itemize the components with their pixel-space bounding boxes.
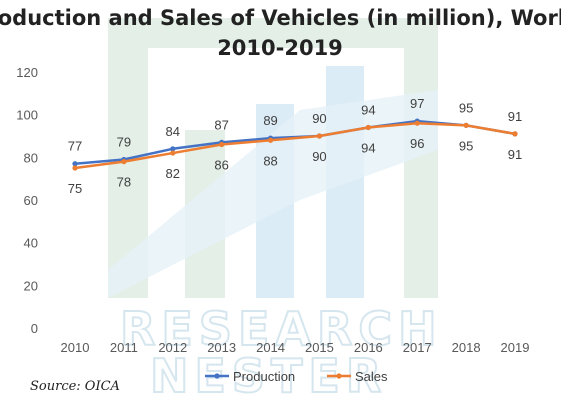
y-tick-label: 20 (24, 278, 38, 293)
data-point-sales (365, 124, 371, 131)
data-label-sales: 78 (117, 175, 131, 190)
legend: Production Sales (205, 369, 388, 384)
x-tick-label: 2013 (207, 340, 236, 355)
data-label-production: 95 (459, 100, 473, 115)
series-line-sales (74, 121, 516, 170)
data-label-sales: 91 (508, 147, 522, 162)
data-point-sales (414, 120, 420, 126)
y-tick-label: 40 (24, 236, 38, 251)
legend-marker-production (214, 373, 220, 379)
data-point-sales (72, 165, 78, 171)
y-tick-label: 60 (24, 193, 38, 208)
data-point-sales (267, 137, 274, 143)
y-tick-label: 120 (16, 65, 38, 80)
data-point-sales (170, 150, 176, 156)
data-label-sales: 75 (68, 181, 82, 196)
chart-title-line1: Production and Sales of Vehicles (in mil… (0, 6, 561, 30)
x-axis: 2010 2011 2012 2013 2014 2015 2016 2017 2018 2019 (61, 340, 530, 355)
data-label-sales: 94 (361, 140, 375, 155)
data-labels: 77 79 84 87 89 90 94 97 95 91 75 78 82 86 88 90 94 96 95 91 (68, 96, 522, 196)
data-label-sales: 86 (214, 158, 228, 173)
data-label-sales: 96 (410, 136, 424, 151)
legend-label-sales: Sales (355, 369, 388, 384)
x-tick-label: 2018 (452, 340, 481, 355)
y-tick-label: 80 (24, 150, 38, 165)
data-label-production: 97 (410, 96, 424, 111)
watermark-text-research: RESEARCH (120, 302, 443, 356)
data-label-production: 79 (117, 134, 131, 149)
data-label-production: 90 (312, 111, 326, 126)
data-label-production: 87 (214, 117, 228, 132)
x-tick-label: 2016 (354, 340, 383, 355)
data-point-production (72, 161, 78, 167)
series-group (72, 118, 518, 171)
data-label-production: 84 (166, 124, 180, 139)
data-label-sales: 88 (263, 153, 277, 168)
x-tick-label: 2017 (403, 340, 432, 355)
data-point-sales (316, 133, 323, 139)
x-tick-label: 2019 (501, 340, 530, 355)
data-label-sales: 95 (459, 138, 473, 153)
legend-marker-sales (336, 373, 342, 379)
data-label-production: 89 (263, 113, 277, 128)
data-label-production: 91 (508, 109, 522, 124)
y-axis: 0 20 40 60 80 100 120 (16, 65, 38, 336)
data-point-sales (512, 131, 518, 137)
data-point-sales (121, 159, 127, 165)
source-note: Source: OICA (30, 379, 120, 394)
data-label-sales: 90 (312, 149, 326, 164)
y-tick-label: 0 (31, 321, 38, 336)
data-point-sales (219, 141, 225, 148)
data-point-sales (463, 122, 469, 128)
x-tick-label: 2015 (305, 340, 334, 355)
y-tick-label: 100 (16, 108, 38, 123)
watermark-logo: RESEARCH NESTER (108, 18, 443, 400)
watermark-text-nester: NESTER (150, 349, 387, 400)
data-label-sales: 82 (166, 166, 180, 181)
legend-label-production: Production (233, 369, 295, 384)
x-tick-label: 2012 (158, 340, 187, 355)
x-tick-label: 2010 (61, 340, 90, 355)
chart-title-line2: 2010-2019 (217, 36, 343, 60)
data-label-production: 94 (361, 102, 375, 117)
data-point-production (170, 146, 176, 152)
data-label-production: 77 (68, 139, 82, 154)
x-tick-label: 2014 (256, 340, 285, 355)
x-tick-label: 2011 (110, 340, 138, 355)
